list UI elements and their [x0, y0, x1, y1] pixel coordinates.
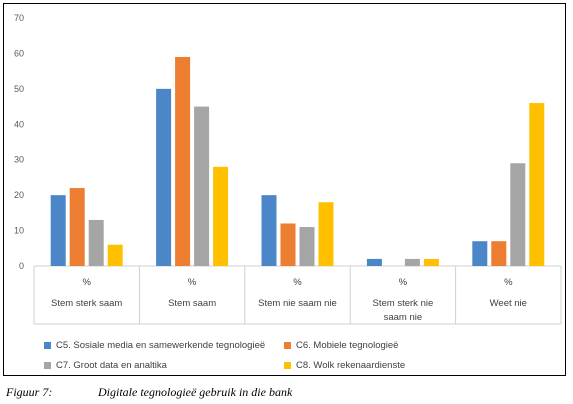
bar-s7-c5: [510, 163, 526, 266]
bar-s8-c2: [213, 166, 229, 266]
caption-label: Figuur 7:: [6, 385, 53, 399]
legend-label-c5: C5. Sosiale media en samewerkende tegnol…: [56, 339, 266, 351]
category-unit-label: %: [399, 277, 408, 288]
bar-s5-c2: [156, 88, 172, 266]
bar-chart: 0 10 20 30 40 50 60 70% Stem sterk saam% Stem saa…: [14, 13, 562, 325]
category-label: Stem saam: [168, 298, 216, 309]
legend: C5. Sosiale media en samewerkende tegnol…: [44, 335, 544, 375]
legend-label-c8: C8. Wolk rekenaardienste: [296, 359, 406, 371]
legend-label-c7: C7. Groot data en analtika: [56, 359, 167, 371]
bar-s7-c3: [299, 227, 315, 266]
category-unit-label: %: [293, 277, 302, 288]
legend-swatch-c5: [44, 341, 51, 349]
category-label: Stem sterk nie: [373, 298, 434, 309]
bar-s5-c4: [366, 258, 382, 266]
y-tick-label-70: 70: [14, 13, 24, 23]
category-unit-label: %: [504, 277, 513, 288]
category-unit-label: %: [82, 277, 91, 288]
bar-s8-c5: [529, 103, 545, 267]
category-unit-label: %: [188, 277, 197, 288]
bar-s7-c1: [88, 219, 104, 266]
y-tick-label-40: 40: [14, 119, 24, 129]
category-label: Stem nie saam nie: [258, 298, 337, 309]
category-label: saam nie: [384, 312, 423, 323]
y-tick-label-30: 30: [14, 155, 24, 165]
y-tick-label-0: 0: [19, 261, 24, 271]
bar-s8-c3: [318, 202, 334, 266]
legend-item-c8: C8. Wolk rekenaardienste: [284, 360, 405, 371]
y-tick-label-60: 60: [14, 48, 24, 58]
bar-s7-c2: [194, 106, 210, 266]
bar-s6-c3: [280, 223, 296, 266]
legend-label-c6: C6. Mobiele tegnologieë: [296, 339, 399, 351]
y-tick-label-10: 10: [14, 226, 24, 236]
caption-text: Digitale tegnologieë gebruik in die bank: [98, 385, 293, 399]
bar-s8-c4: [423, 258, 439, 266]
legend-swatch-c8: [284, 361, 291, 369]
figure-caption: Figuur 7: Digitale tegnologieë gebruik in…: [6, 385, 566, 400]
bar-s7-c4: [404, 258, 420, 266]
legend-swatch-c6: [284, 341, 291, 349]
bar-s8-c1: [107, 244, 123, 266]
bar-s5-c3: [261, 195, 277, 266]
legend-item-c5: C5. Sosiale media en samewerkende tegnol…: [44, 340, 284, 351]
bar-s6-c1: [69, 188, 85, 266]
bar-s6-c5: [491, 241, 507, 266]
legend-swatch-c7: [44, 361, 51, 369]
legend-item-c7: C7. Groot data en analtika: [44, 360, 284, 371]
category-label: Stem sterk saam: [51, 298, 122, 309]
chart-frame: 0 10 20 30 40 50 60 70% Stem sterk saam% Stem saa…: [3, 3, 566, 376]
bar-s6-c2: [175, 56, 191, 266]
category-label: Weet nie: [490, 298, 527, 309]
bar-s5-c1: [50, 195, 66, 266]
bar-s5-c5: [472, 241, 488, 266]
legend-item-c6: C6. Mobiele tegnologieë: [284, 340, 398, 351]
y-tick-label-50: 50: [14, 84, 24, 94]
y-tick-label-20: 20: [14, 190, 24, 200]
